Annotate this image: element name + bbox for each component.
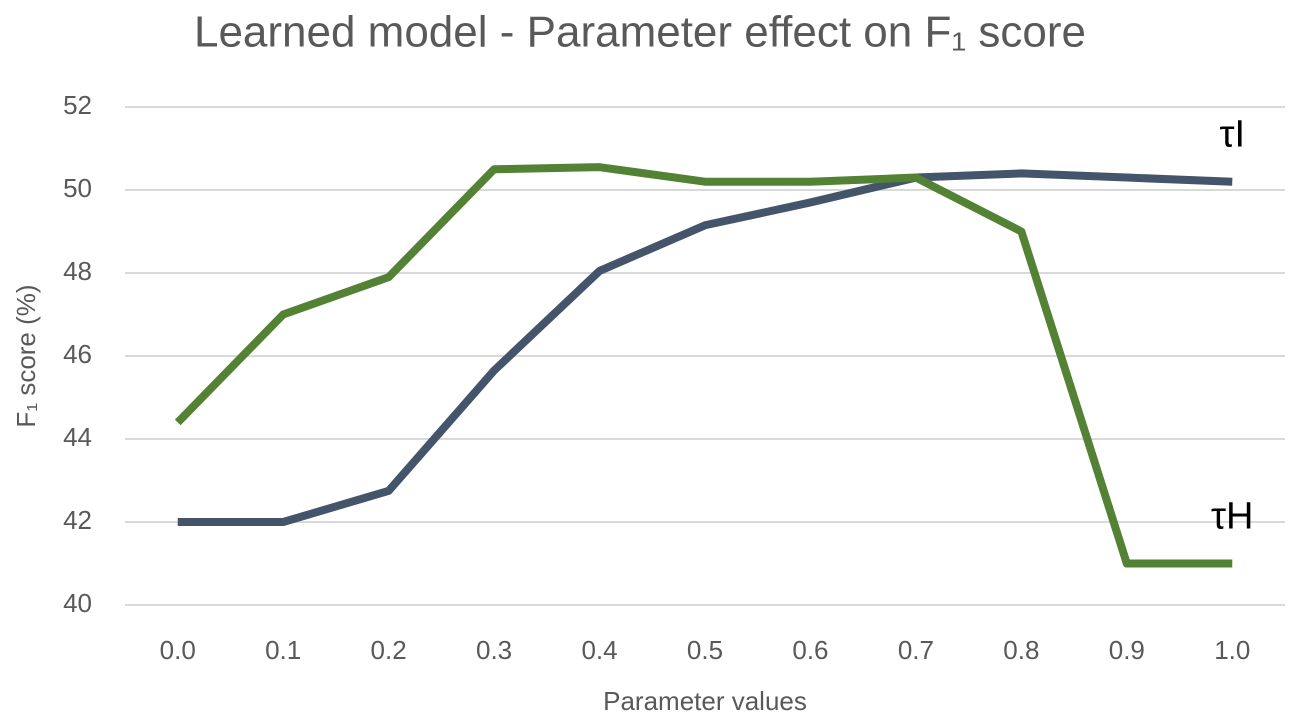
x-tick-label: 0.5	[687, 635, 723, 665]
y-tick-label: 44	[63, 422, 92, 452]
y-tick-label: 50	[63, 173, 92, 203]
series-line	[174, 163, 1233, 568]
x-tick-label: 0.2	[371, 635, 407, 665]
x-tick-label: 1.0	[1214, 635, 1250, 665]
y-axis-label: F₁ score (%)	[11, 284, 41, 427]
x-axis-label: Parameter values	[603, 686, 807, 716]
y-tick-label: 40	[63, 588, 92, 618]
y-tick-label: 48	[63, 256, 92, 286]
x-tick-label: 0.1	[265, 635, 301, 665]
x-tick-label: 0.6	[792, 635, 828, 665]
y-tick-label: 52	[63, 90, 92, 120]
series-line	[177, 169, 1233, 526]
chart-title: Learned model - Parameter effect on F₁ s…	[194, 8, 1086, 57]
x-tick-label: 0.3	[476, 635, 512, 665]
x-tick-label: 0.0	[160, 635, 196, 665]
x-tick-label: 0.4	[581, 635, 617, 665]
x-tick-label: 0.8	[1003, 635, 1039, 665]
y-tick-label: 46	[63, 339, 92, 369]
x-tick-label: 0.7	[898, 635, 934, 665]
series-label: τI	[1219, 114, 1245, 156]
x-tick-label: 0.9	[1109, 635, 1145, 665]
y-tick-label: 42	[63, 505, 92, 535]
series-label: τH	[1211, 496, 1253, 538]
